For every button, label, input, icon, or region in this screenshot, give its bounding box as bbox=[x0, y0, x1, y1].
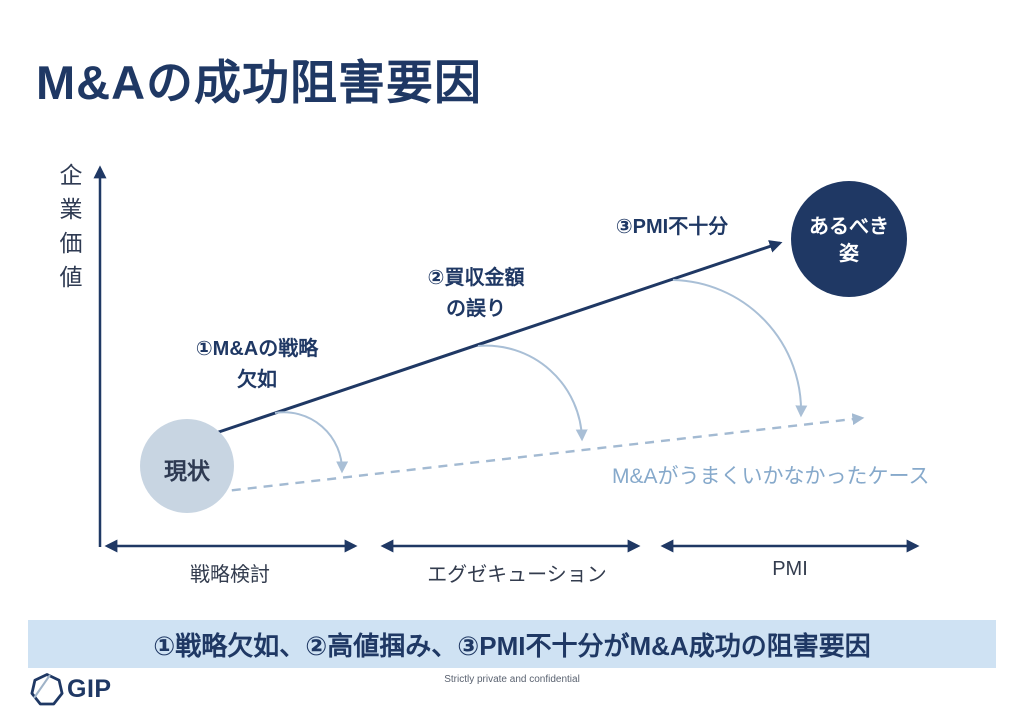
ideal-state-circle bbox=[791, 181, 907, 297]
summary-banner-text: ①戦略欠如、②高値掴み、③PMI不十分がM&A成功の阻害要因 bbox=[153, 630, 871, 661]
y-axis-label: 企業価値 bbox=[56, 163, 82, 299]
phase-label-strategy: 戦略検討 bbox=[190, 564, 270, 586]
phase-label-execution: エグゼキューション bbox=[427, 564, 607, 586]
page-title: M&Aの成功阻害要因 bbox=[36, 56, 483, 109]
factor-1-line2: 欠如 bbox=[237, 369, 277, 391]
current-state-circle bbox=[140, 419, 234, 513]
growth-arrow bbox=[194, 240, 783, 442]
factor-3-line1: ③PMI不十分 bbox=[615, 216, 729, 238]
factor-3-label: ③PMI不十分 bbox=[587, 212, 757, 243]
drop-arrow-1 bbox=[274, 411, 349, 474]
ideal-state-line2: 姿 bbox=[839, 243, 859, 265]
phase-label-pmi: PMI bbox=[772, 558, 808, 580]
drop-arrow-3 bbox=[672, 279, 808, 418]
drop-arrow-2 bbox=[477, 344, 588, 442]
confidential-notice: Strictly private and confidential bbox=[444, 674, 580, 685]
current-state-label: 現状 bbox=[164, 458, 210, 484]
gip-logo-icon bbox=[30, 673, 64, 706]
summary-banner: ①戦略欠如、②高値掴み、③PMI不十分がM&A成功の阻害要因 bbox=[28, 620, 996, 668]
factor-2-label: ②買収金額 の誤り bbox=[391, 263, 561, 325]
factor-2-line2: の誤り bbox=[446, 298, 506, 320]
gip-logo-text: GIP bbox=[67, 675, 112, 703]
ideal-state-label: あるべき 姿 bbox=[789, 214, 909, 268]
failed-case-label: M&Aがうまくいかなかったケース bbox=[612, 465, 930, 488]
ideal-state-line1: あるべき bbox=[809, 216, 889, 238]
factor-1-label: ①M&Aの戦略 欠如 bbox=[172, 334, 342, 396]
factor-1-line1: ①M&Aの戦略 bbox=[195, 338, 319, 360]
factor-2-line1: ②買収金額 bbox=[427, 267, 525, 289]
